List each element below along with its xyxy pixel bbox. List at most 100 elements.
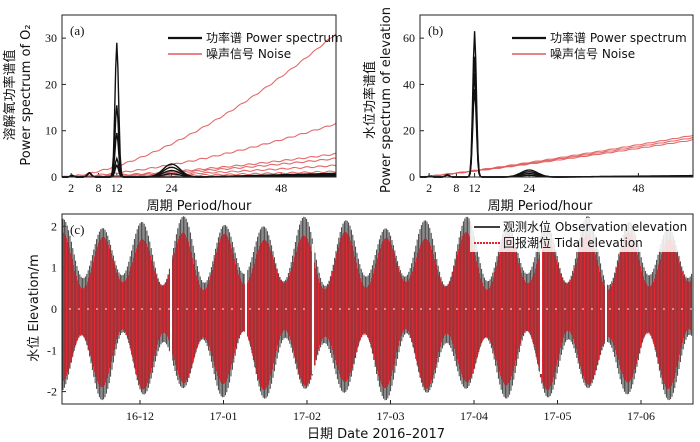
- zero-line-dot: [645, 308, 647, 310]
- zero-line-dot: [258, 308, 260, 310]
- zero-line-dot: [528, 308, 530, 310]
- data-gap: [170, 244, 172, 374]
- panel-b-frame: [419, 14, 694, 178]
- zero-line-dot: [591, 308, 593, 310]
- zero-line-dot: [213, 308, 215, 310]
- zero-line-dot: [483, 308, 485, 310]
- x-tick-label: 17-05: [544, 409, 572, 423]
- zero-line-dot: [465, 308, 467, 310]
- zero-line-dot: [222, 308, 224, 310]
- zero-line-dot: [690, 308, 692, 310]
- x-tick-label: 12: [469, 181, 481, 195]
- noise-series-line: [419, 136, 694, 178]
- panel-c-label: (c): [70, 222, 84, 237]
- panel-a-label: (a): [70, 23, 84, 38]
- zero-line-dot: [321, 308, 323, 310]
- x-tick-label: 17-02: [293, 409, 321, 423]
- zero-line-dot: [474, 308, 476, 310]
- zero-line-dot: [609, 308, 611, 310]
- zero-line-dot: [627, 308, 629, 310]
- zero-line-dot: [402, 308, 404, 310]
- zero-line-dot: [249, 308, 251, 310]
- x-tick-label: 48: [275, 181, 287, 195]
- panel-b-legend-noise: 噪声信号 Noise: [550, 47, 635, 61]
- zero-line-dot: [96, 308, 98, 310]
- zero-line-dot: [681, 308, 683, 310]
- y-tick-label: 0: [51, 170, 57, 184]
- zero-line-dot: [366, 308, 368, 310]
- zero-line-dot: [519, 308, 521, 310]
- noise-series-line: [62, 164, 337, 178]
- zero-line-dot: [339, 308, 341, 310]
- zero-line-dot: [618, 308, 620, 310]
- zero-line-dot: [357, 308, 359, 310]
- data-gap: [540, 244, 542, 374]
- zero-line-dot: [159, 308, 161, 310]
- tidal-elevation-series: [63, 232, 692, 390]
- panel-c-ylabel-text: 水位 Elevation/m: [27, 254, 42, 362]
- zero-line-dot: [582, 308, 584, 310]
- x-tick-label: 2: [426, 181, 432, 195]
- zero-line-dot: [195, 308, 197, 310]
- x-tick-label: 12: [111, 181, 123, 195]
- zero-line-dot: [312, 308, 314, 310]
- y-tick-label: 30: [45, 31, 57, 45]
- zero-line-dot: [510, 308, 512, 310]
- zero-line-dot: [105, 308, 107, 310]
- panel-a-xlabel: 周期 Period/hour: [147, 199, 252, 214]
- panel-b-label: (b): [428, 23, 443, 38]
- x-tick-label: 17-03: [377, 409, 405, 423]
- panel-a-ylabel-cn: 溶解氧功率谱值: [2, 49, 18, 140]
- panel-a-ylabel-en: Power spectrum of O₂: [19, 24, 34, 165]
- zero-line-dot: [123, 308, 125, 310]
- panel-c-frame: [61, 213, 694, 405]
- y-tick-label: 0: [409, 170, 415, 184]
- zero-line-dot: [420, 308, 422, 310]
- zero-line-dot: [240, 308, 242, 310]
- zero-line-dot: [654, 308, 656, 310]
- zero-line-dot: [141, 308, 143, 310]
- zero-line-dot: [573, 308, 575, 310]
- power-spectrum-line: [62, 42, 336, 178]
- zero-line-dot: [501, 308, 503, 310]
- y-tick-label: 40: [403, 77, 415, 91]
- zero-line-dot: [177, 308, 179, 310]
- zero-line-dot: [546, 308, 548, 310]
- zero-line-dot: [78, 308, 80, 310]
- zero-line-dot: [267, 308, 269, 310]
- zero-line-dot: [330, 308, 332, 310]
- zero-line-dot: [438, 308, 440, 310]
- panel-c-ylabel: 水位 Elevation/m: [27, 254, 42, 362]
- noise-series-line: [62, 122, 337, 178]
- noise-series-line: [419, 134, 694, 178]
- zero-line-dot: [672, 308, 674, 310]
- zero-line-dot: [204, 308, 206, 310]
- x-tick-label: 24: [166, 181, 178, 195]
- y-tick-label: 60: [403, 31, 415, 45]
- y-tick-label: 20: [403, 124, 415, 138]
- x-tick-label: 24: [523, 181, 535, 195]
- y-tick-label: 1: [51, 261, 57, 275]
- zero-line-dot: [168, 308, 170, 310]
- x-tick-label: 16-12: [126, 409, 154, 423]
- panel-b-legend: 功率谱 Power spectrum 噪声信号 Noise: [512, 30, 687, 61]
- panel-b: 水位功率谱值 Power spectrum of elevation 2 8 12 2…: [362, 7, 694, 214]
- panel-a: 溶解氧功率谱值 Power spectrum of O₂ 2 8 12 24 48 0 10…: [2, 14, 343, 214]
- panel-c: 水位 Elevation/m -2 -1 0 1 2 16-12 17-01 17-02 17-…: [27, 213, 694, 442]
- panel-b-xlabel: 周期 Period/hour: [488, 199, 593, 214]
- zero-line-dot: [276, 308, 278, 310]
- zero-line-dot: [348, 308, 350, 310]
- data-gap: [245, 244, 247, 374]
- power-spectrum-line: [420, 89, 693, 178]
- zero-line-dot: [447, 308, 449, 310]
- zero-line-dot: [186, 308, 188, 310]
- panel-c-xlabel: 日期 Date 2016–2017: [307, 427, 445, 442]
- zero-line-dot: [285, 308, 287, 310]
- x-tick-label: 2: [68, 181, 74, 195]
- panel-a-frame: [61, 14, 337, 178]
- panel-a-legend-noise: 噪声信号 Noise: [206, 47, 291, 61]
- panel-b-legend-power: 功率谱 Power spectrum: [550, 30, 687, 45]
- zero-line-dot: [303, 308, 305, 310]
- y-tick-label: 2: [51, 219, 57, 233]
